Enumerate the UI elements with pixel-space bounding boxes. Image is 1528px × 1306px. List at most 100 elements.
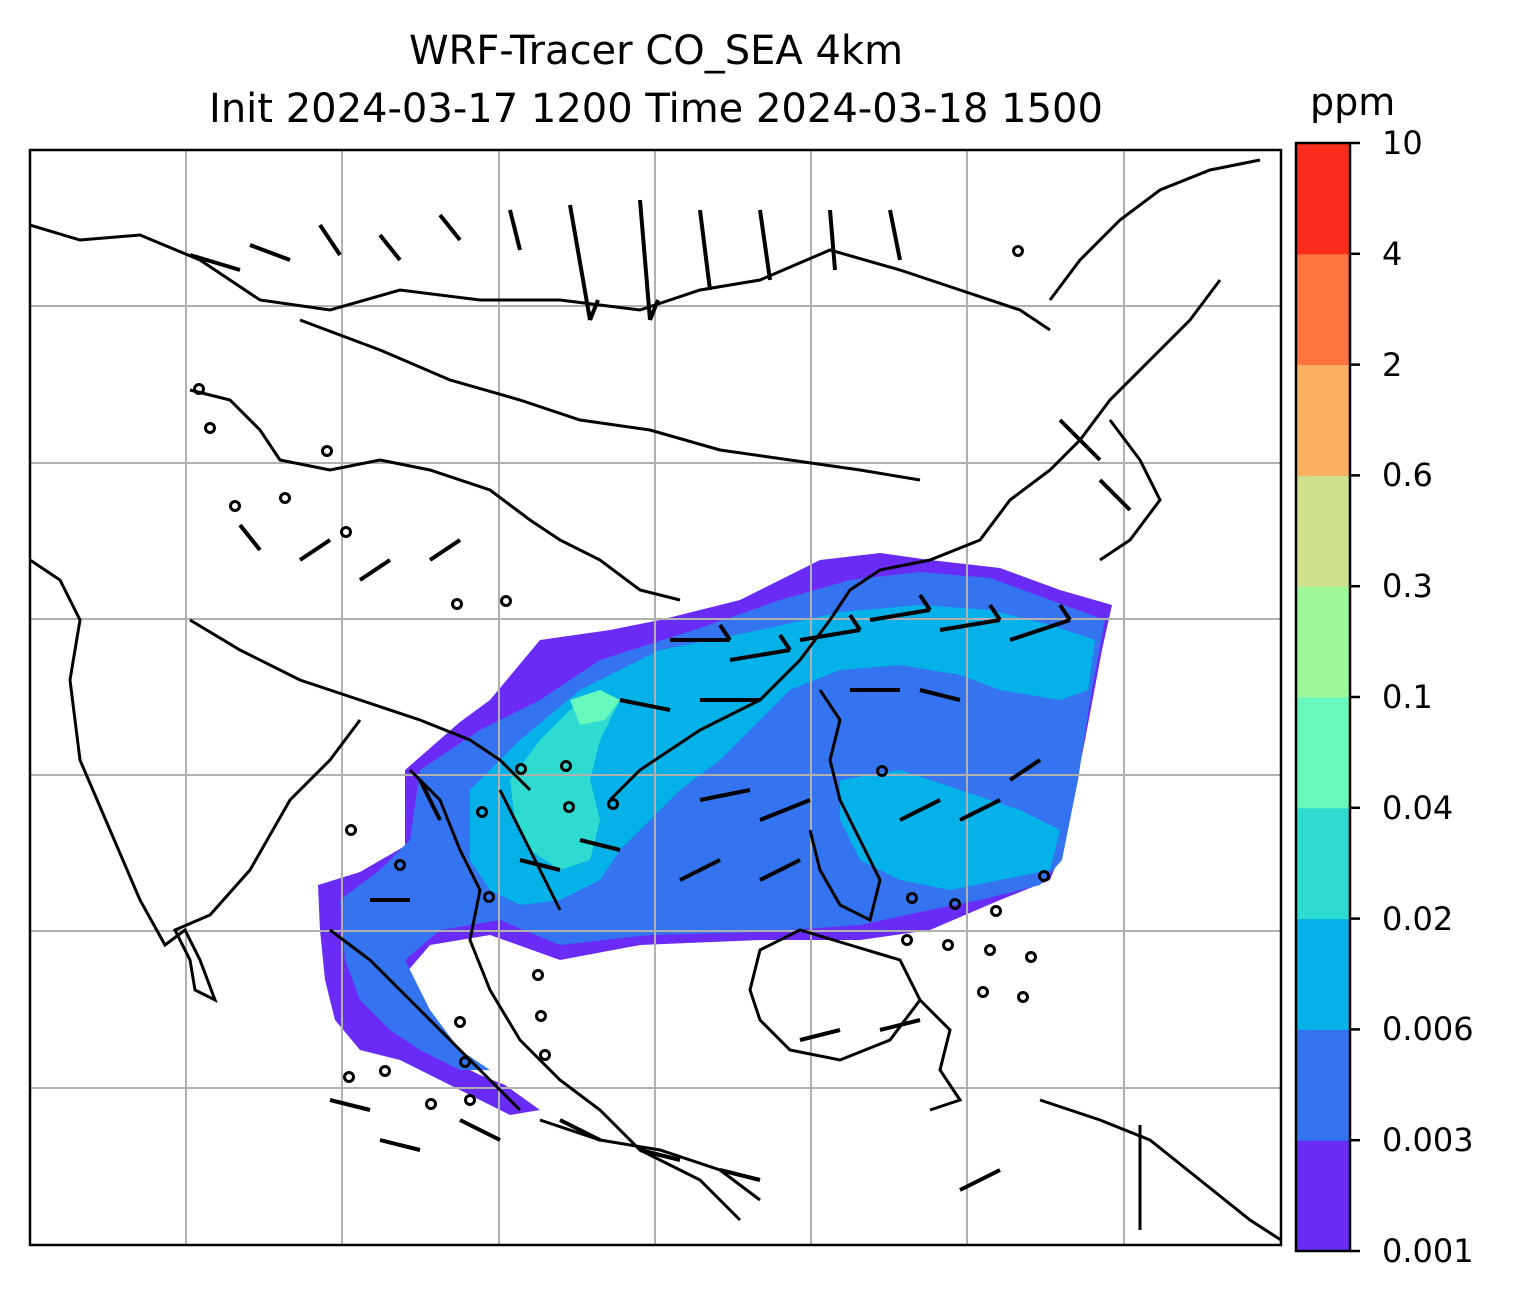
- tracer-shading: [318, 553, 1112, 1115]
- plume-peak-region: [570, 690, 620, 725]
- calm-marker: [607, 798, 619, 810]
- philippines-outline: [808, 689, 882, 923]
- wind-barb: [759, 798, 811, 822]
- plume-core-layer: [840, 770, 1060, 890]
- colorbar-unit: ppm: [1310, 80, 1396, 124]
- calm-marker: [425, 1098, 437, 1110]
- wind-barb: [699, 788, 751, 802]
- plume-core-layer: [470, 605, 1095, 905]
- wind-barb: [638, 199, 660, 321]
- wind-barb: [670, 623, 732, 642]
- wind-barb: [828, 209, 837, 271]
- calm-markers: [193, 245, 1050, 1110]
- wind-barb: [559, 1118, 601, 1142]
- colorbar-tick-label: 0.04: [1382, 788, 1454, 827]
- calm-marker: [345, 824, 357, 836]
- wind-barb: [358, 558, 392, 582]
- borneo-outline: [748, 928, 922, 1062]
- wind-barb: [888, 209, 902, 261]
- calm-marker: [464, 1094, 476, 1106]
- colorbar-tick-label: 0.02: [1382, 899, 1454, 938]
- sulawesi-outline: [918, 998, 963, 1112]
- calm-marker: [394, 859, 406, 871]
- colorbar: [1294, 141, 1360, 1253]
- wind-barb: [619, 698, 671, 712]
- wind-barb: [249, 243, 291, 262]
- calm-marker: [535, 1010, 547, 1022]
- border-line: [498, 789, 562, 911]
- china-coastline: [608, 279, 1222, 802]
- korea-japan-coast: [1048, 158, 1261, 562]
- calm-marker: [515, 763, 527, 775]
- wind-barb: [378, 233, 402, 262]
- calm-marker: [1012, 245, 1024, 257]
- calm-marker: [193, 383, 205, 395]
- calm-marker: [1025, 951, 1037, 963]
- wind-barb: [568, 204, 600, 321]
- border-line: [189, 388, 681, 602]
- wind-barb: [759, 858, 801, 882]
- plume-peak-region: [510, 690, 620, 870]
- calm-marker: [990, 905, 1002, 917]
- calm-marker: [454, 1016, 466, 1028]
- calm-marker: [279, 492, 291, 504]
- sumatra-outline: [329, 928, 522, 1112]
- wind-barb: [799, 613, 862, 642]
- plume-main-layer: [340, 572, 1105, 1070]
- wind-barb: [758, 209, 772, 281]
- colorbar-segment: [1296, 697, 1350, 809]
- wind-barb: [639, 1148, 681, 1162]
- wind-barb: [1008, 758, 1042, 782]
- wind-barb: [799, 1028, 841, 1042]
- colorbar-tick-label: 4: [1382, 234, 1403, 273]
- gridlines: [30, 150, 1281, 1245]
- border-line: [299, 318, 921, 482]
- country-borders: [189, 318, 1142, 1230]
- colorbar-segment: [1296, 1029, 1350, 1141]
- colorbar-segment: [1296, 807, 1350, 920]
- calm-marker: [343, 1071, 355, 1083]
- wind-barb: [189, 253, 241, 272]
- wind-barb: [959, 1168, 1001, 1192]
- calm-marker: [539, 1049, 551, 1061]
- colorbar-segment: [1296, 586, 1350, 698]
- colorbar-tick-label: 10: [1382, 124, 1423, 162]
- colorbar-segment: [1296, 143, 1350, 255]
- map-title: WRF-Tracer CO_SEA 4km: [408, 28, 904, 74]
- wind-barb: [428, 538, 462, 562]
- colorbar-segment: [1296, 1140, 1350, 1252]
- java-outline: [539, 1118, 761, 1202]
- calm-marker: [451, 598, 463, 610]
- colorbar-tick-label: 0.3: [1382, 567, 1433, 606]
- map-subtitle: Init 2024-03-17 1200 Time 2024-03-18 150…: [209, 86, 1103, 132]
- indochina-coastline: [408, 768, 742, 1222]
- calm-marker: [476, 806, 488, 818]
- colorbar-tick-label: 0.003: [1382, 1121, 1474, 1160]
- wind-barb: [519, 858, 561, 872]
- map-frame: [28, 148, 1283, 1247]
- calm-marker: [560, 760, 572, 772]
- wind-barb: [508, 209, 522, 251]
- colorbar-tick-label: 2: [1382, 345, 1403, 384]
- calm-marker: [901, 934, 913, 946]
- calm-marker: [500, 595, 512, 607]
- calm-marker: [532, 969, 544, 981]
- calm-marker: [977, 986, 989, 998]
- india-coastline: [30, 558, 362, 1004]
- wind-barb: [959, 798, 1001, 822]
- calm-marker: [379, 1065, 391, 1077]
- border-line: [189, 618, 532, 792]
- wind-barb: [1058, 418, 1102, 462]
- colorbar-segment: [1296, 475, 1350, 587]
- map-panel: [30, 150, 1281, 1245]
- wind-barb: [579, 838, 621, 852]
- wind-barb: [899, 798, 941, 822]
- wind-barb: [679, 858, 721, 882]
- colorbar-segment: [1296, 918, 1350, 1030]
- calm-marker: [876, 765, 888, 777]
- calm-marker: [1038, 870, 1050, 882]
- wind-barb: [879, 1018, 921, 1032]
- colorbar-tick-label: 0.1: [1382, 678, 1433, 716]
- wind-barb: [329, 1098, 371, 1112]
